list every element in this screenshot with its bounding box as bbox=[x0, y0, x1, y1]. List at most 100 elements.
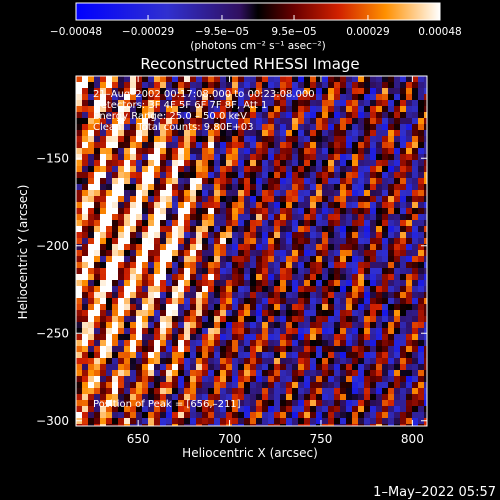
heatmap-cell bbox=[148, 220, 155, 227]
heatmap-cell bbox=[214, 358, 221, 365]
heatmap-cell bbox=[382, 424, 389, 426]
heatmap-cell bbox=[370, 346, 377, 353]
heatmap-cell bbox=[370, 406, 377, 413]
heatmap-cell bbox=[100, 298, 107, 305]
heatmap-cell bbox=[262, 226, 269, 233]
heatmap-cell bbox=[214, 154, 221, 161]
heatmap-cell bbox=[202, 376, 209, 383]
heatmap-cell bbox=[352, 316, 359, 323]
heatmap-cell bbox=[364, 292, 371, 299]
heatmap-cell bbox=[274, 352, 281, 359]
heatmap-cell bbox=[232, 196, 239, 203]
heatmap-cell bbox=[166, 256, 173, 263]
heatmap-cell bbox=[256, 124, 263, 131]
heatmap-cell bbox=[76, 268, 83, 275]
heatmap-cell bbox=[358, 400, 365, 407]
heatmap-cell bbox=[406, 274, 413, 281]
heatmap-cell bbox=[394, 256, 401, 263]
heatmap-cell bbox=[262, 316, 269, 323]
heatmap-cell bbox=[334, 352, 341, 359]
heatmap-cell bbox=[370, 208, 377, 215]
heatmap-cell bbox=[160, 136, 167, 143]
heatmap-cell bbox=[394, 388, 401, 395]
heatmap-cell bbox=[304, 352, 311, 359]
heatmap-cell bbox=[250, 172, 257, 179]
heatmap-cell bbox=[388, 310, 395, 317]
heatmap-cell bbox=[370, 244, 377, 251]
heatmap-cell bbox=[394, 130, 401, 137]
heatmap-cell bbox=[280, 310, 287, 317]
heatmap-cell bbox=[118, 388, 125, 395]
heatmap-cell bbox=[298, 364, 305, 371]
heatmap-cell bbox=[388, 286, 395, 293]
heatmap-cell bbox=[100, 256, 107, 263]
heatmap-cell bbox=[400, 358, 407, 365]
colorbar-tick-label: 9.5e−05 bbox=[271, 26, 316, 38]
heatmap-cell bbox=[106, 424, 113, 426]
heatmap-cell bbox=[94, 208, 101, 215]
heatmap-cell bbox=[412, 250, 419, 257]
heatmap-cell bbox=[334, 130, 341, 137]
heatmap-cell bbox=[202, 238, 209, 245]
heatmap-cell bbox=[136, 358, 143, 365]
heatmap-cell bbox=[196, 142, 203, 149]
heatmap-cell bbox=[232, 184, 239, 191]
heatmap-cell bbox=[412, 214, 419, 221]
heatmap-cell bbox=[328, 232, 335, 239]
heatmap-cell bbox=[160, 334, 167, 341]
heatmap-cell bbox=[268, 262, 275, 269]
heatmap-cell bbox=[262, 142, 269, 149]
heatmap-cell bbox=[238, 298, 245, 305]
heatmap-cell bbox=[292, 316, 299, 323]
heatmap-cell bbox=[130, 316, 137, 323]
heatmap-cell bbox=[250, 208, 257, 215]
heatmap-cell bbox=[280, 94, 287, 101]
heatmap-cell bbox=[196, 100, 203, 107]
heatmap-cell bbox=[220, 292, 227, 299]
heatmap-cell bbox=[208, 124, 215, 131]
heatmap-cell bbox=[382, 154, 389, 161]
heatmap-cell bbox=[340, 298, 347, 305]
heatmap-cell bbox=[154, 406, 161, 413]
heatmap-cell bbox=[124, 256, 131, 263]
heatmap-cell bbox=[298, 280, 305, 287]
heatmap-cell bbox=[382, 382, 389, 389]
heatmap-cell bbox=[178, 274, 185, 281]
heatmap-cell bbox=[256, 370, 263, 377]
heatmap-cell bbox=[376, 418, 383, 425]
heatmap-cell bbox=[232, 364, 239, 371]
heatmap-cell bbox=[298, 358, 305, 365]
heatmap-cell bbox=[394, 76, 401, 83]
heatmap-cell bbox=[130, 412, 137, 419]
heatmap-cell bbox=[304, 340, 311, 347]
heatmap-cell bbox=[178, 94, 185, 101]
heatmap-cell bbox=[310, 82, 317, 89]
heatmap-cell bbox=[328, 100, 335, 107]
heatmap-cell bbox=[112, 100, 119, 107]
heatmap-cell bbox=[280, 364, 287, 371]
heatmap-cell bbox=[382, 340, 389, 347]
heatmap-cell bbox=[142, 106, 149, 113]
heatmap-cell bbox=[328, 298, 335, 305]
heatmap-cell bbox=[244, 394, 251, 401]
heatmap-cell bbox=[376, 370, 383, 377]
heatmap-cell bbox=[124, 274, 131, 281]
heatmap-cell bbox=[202, 244, 209, 251]
heatmap-cell bbox=[208, 130, 215, 137]
heatmap-cell bbox=[268, 394, 275, 401]
heatmap-cell bbox=[214, 268, 221, 275]
heatmap-cell bbox=[334, 364, 341, 371]
heatmap-cell bbox=[286, 334, 293, 341]
heatmap-cell bbox=[388, 214, 395, 221]
heatmap-cell bbox=[142, 280, 149, 287]
heatmap-cell bbox=[262, 370, 269, 377]
heatmap-cell bbox=[358, 274, 365, 281]
heatmap-cell bbox=[370, 352, 377, 359]
heatmap-cell bbox=[76, 274, 83, 281]
heatmap-cell bbox=[424, 286, 427, 293]
heatmap-cell bbox=[370, 82, 377, 89]
heatmap-cell bbox=[214, 424, 221, 426]
heatmap-cell bbox=[94, 178, 101, 185]
heatmap-cell bbox=[136, 334, 143, 341]
heatmap-cell bbox=[358, 244, 365, 251]
